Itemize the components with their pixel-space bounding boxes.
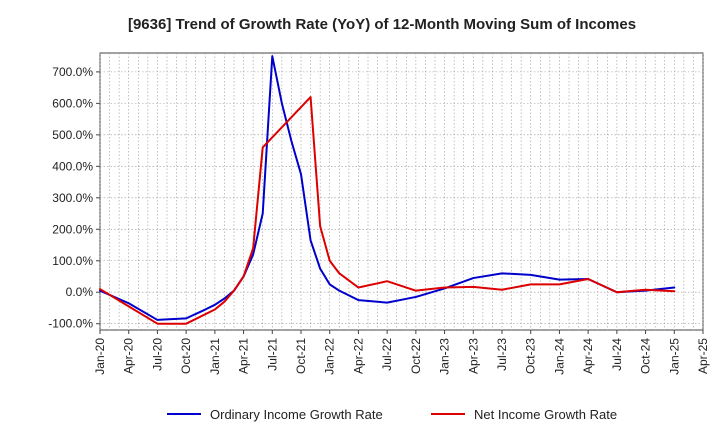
legend-label: Ordinary Income Growth Rate xyxy=(210,407,383,422)
x-tick-label: Jan-23 xyxy=(438,338,452,375)
x-tick-label: Jul-24 xyxy=(610,338,624,371)
x-tick-label: Oct-22 xyxy=(409,338,423,374)
x-tick-label: Jan-20 xyxy=(93,338,107,375)
legend: Ordinary Income Growth Rate Net Income Gr… xyxy=(167,407,617,422)
y-axis-ticks: -100.0% 0.0% 100.0% 200.0% 300.0% 400.0% 500.0… xyxy=(48,65,100,331)
y-tick-label: 400.0% xyxy=(52,159,93,173)
x-tick-label: Jul-23 xyxy=(495,338,509,371)
y-tick-label: 700.0% xyxy=(52,65,93,79)
x-tick-label: Jan-21 xyxy=(208,338,222,375)
x-tick-label: Apr-20 xyxy=(122,338,136,374)
x-tick-label: Jan-25 xyxy=(667,338,681,375)
plot-area xyxy=(99,52,704,331)
x-axis-ticks: Jan-20 Apr-20 Jul-20 Oct-20 Jan-21 Apr-21 Jul-… xyxy=(93,330,710,375)
legend-label: Net Income Growth Rate xyxy=(474,407,617,422)
x-tick-label: Oct-23 xyxy=(524,338,538,374)
y-tick-label: 200.0% xyxy=(52,222,93,236)
x-tick-label: Jul-20 xyxy=(150,338,164,371)
x-tick-label: Apr-22 xyxy=(351,338,365,374)
y-tick-label: 100.0% xyxy=(52,254,93,268)
x-tick-label: Oct-20 xyxy=(179,338,193,374)
x-tick-label: Oct-24 xyxy=(639,338,653,374)
x-tick-label: Jan-22 xyxy=(323,338,337,375)
y-tick-label: 500.0% xyxy=(52,128,93,142)
y-tick-label: 600.0% xyxy=(52,96,93,110)
y-tick-label: -100.0% xyxy=(48,317,93,331)
chart-title: [9636] Trend of Growth Rate (YoY) of 12-… xyxy=(128,16,636,33)
x-tick-label: Apr-24 xyxy=(581,338,595,374)
series-layer xyxy=(99,55,676,325)
grid-layer xyxy=(99,53,704,330)
x-tick-label: Jan-24 xyxy=(552,338,566,375)
x-tick-label: Jul-22 xyxy=(380,338,394,371)
y-tick-label: 300.0% xyxy=(52,191,93,205)
x-tick-label: Oct-21 xyxy=(294,338,308,374)
x-tick-label: Jul-21 xyxy=(265,338,279,371)
x-tick-label: Apr-23 xyxy=(466,338,480,374)
x-tick-label: Apr-25 xyxy=(696,338,710,374)
series-line-net-income xyxy=(99,96,676,325)
x-tick-label: Apr-21 xyxy=(237,338,251,374)
y-tick-label: 0.0% xyxy=(66,285,94,299)
